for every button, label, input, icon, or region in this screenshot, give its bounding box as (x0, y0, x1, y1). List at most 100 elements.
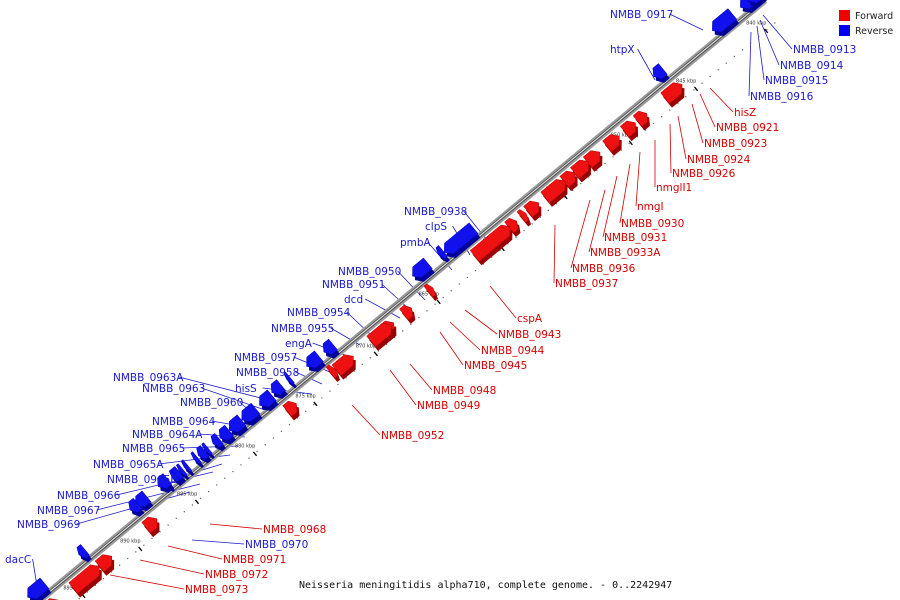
gene-label[interactable]: NMBB_0921 (716, 122, 779, 134)
gene-label[interactable]: NMBB_0964A (132, 429, 203, 441)
gene-label[interactable]: NMBB_0914 (780, 60, 844, 72)
gene-label[interactable]: NMBB_0969 (17, 519, 80, 531)
gene-clpS[interactable] (435, 245, 450, 263)
gene-hisZ[interactable] (632, 110, 650, 131)
gene-label[interactable]: NMBB_0971 (223, 554, 286, 566)
gene-label[interactable]: NMBB_0973 (185, 584, 248, 596)
gene-label[interactable]: NMBB_0964 (152, 416, 216, 428)
gene-label[interactable]: NMBB_0938 (404, 206, 467, 218)
gene-label[interactable]: NMBB_0923 (704, 138, 767, 150)
gene-label[interactable]: NMBB_0951 (322, 279, 385, 291)
gene-label[interactable]: NMBB_0948 (433, 385, 496, 397)
gene-label[interactable]: NMBB_0937 (555, 278, 618, 290)
gene-NMBB_0970[interactable] (76, 544, 92, 563)
gene-NMBB_0964A[interactable] (175, 463, 190, 480)
gene-label[interactable]: NMBB_0943 (498, 329, 561, 341)
gene-NMBB_0923[interactable] (619, 120, 639, 142)
gene-NMBB_0955[interactable] (259, 389, 279, 411)
gene-label[interactable]: NMBB_0965A (93, 459, 164, 471)
gene-NMBB_0930[interactable] (540, 179, 568, 207)
gene-label[interactable]: NMBB_0944 (481, 345, 545, 357)
gene-NMBB_0938[interactable] (444, 222, 481, 258)
gene-NMBB_0943[interactable] (399, 304, 416, 324)
gene-label[interactable]: NMBB_0957 (234, 352, 297, 364)
gene-label[interactable]: dcd (344, 294, 363, 306)
gene-label[interactable]: NMBB_0958 (236, 367, 299, 379)
gene-NMBB_0950[interactable] (322, 338, 340, 359)
gene-label[interactable]: NMBB_0945 (464, 360, 527, 372)
gene-label[interactable]: NMBB_0955 (271, 323, 334, 335)
gene-nmglI1[interactable] (569, 159, 592, 183)
gene-label[interactable]: NMBB_0963A (113, 372, 184, 384)
gene-label[interactable]: NMBB_0967 (37, 505, 100, 517)
gene-label[interactable]: pmbA (400, 237, 432, 249)
gene-label[interactable]: NMBB_0972 (205, 569, 268, 581)
gene-NMBB_0972[interactable] (68, 564, 102, 598)
gene-NMBB_0931[interactable] (523, 200, 542, 222)
gene-NMBB_0963A[interactable] (201, 442, 215, 459)
gene-label[interactable]: NMBB_0966 (57, 490, 121, 502)
gene-label[interactable]: dacC (5, 554, 31, 566)
gene-label[interactable]: NMBB_0965B (107, 474, 178, 486)
gene-label[interactable]: htpX (610, 44, 635, 56)
gene-label[interactable]: NMBB_0949 (417, 400, 480, 412)
gene-label[interactable]: NMBB_0916 (750, 91, 814, 103)
gene-label[interactable]: engA (285, 338, 313, 350)
gene-NMBB_0921[interactable] (660, 82, 685, 108)
gene-label[interactable]: NMBB_0965 (122, 443, 185, 455)
gene-hisS[interactable] (210, 433, 227, 452)
gene-label[interactable]: NMBB_0960 (180, 397, 243, 409)
gene-NMBB_0968[interactable] (141, 516, 160, 538)
gene-dcd[interactable] (283, 371, 297, 389)
gene-NMBB_0936[interactable] (504, 217, 521, 237)
gene-NMBB_0933A[interactable] (516, 209, 532, 227)
gene-NMBB_0917[interactable] (712, 8, 740, 37)
gene-NMBB_0914[interactable] (747, 0, 767, 7)
gene-label[interactable]: NMBB_0931 (604, 232, 667, 244)
gene-pmbA[interactable] (412, 257, 435, 282)
gene-label[interactable]: NMBB_0970 (245, 539, 308, 551)
gene-label[interactable]: NMBB_0936 (572, 263, 636, 275)
gene-label[interactable]: cspA (517, 313, 543, 325)
gene-NMBB_0954[interactable] (270, 379, 288, 399)
gene-label[interactable]: NMBB_0933A (590, 247, 661, 259)
gene-NMBB_0971[interactable] (94, 554, 115, 576)
gene-label[interactable]: hisZ (734, 107, 756, 119)
gene-NMBB_0964[interactable] (180, 459, 195, 476)
gene-label[interactable]: NMBB_0926 (672, 168, 736, 180)
gene-label[interactable]: nmgI (637, 201, 664, 213)
gene-NMBB_0963[interactable] (196, 445, 212, 464)
gene-label[interactable]: NMBB_0952 (381, 430, 444, 442)
gene-NMBB_0967[interactable] (135, 490, 154, 512)
gene-NMBB_0951[interactable] (306, 350, 326, 372)
gene-NMBB_0966[interactable] (157, 473, 175, 493)
gene-label[interactable]: hisS (235, 383, 257, 395)
gene-NMBB_0958[interactable] (218, 424, 237, 445)
gene-NMBB_0965A[interactable] (168, 469, 183, 486)
gene-nmgI[interactable] (559, 170, 578, 192)
gene-NMBB_0937[interactable] (469, 224, 513, 266)
gene-NMBB_0949[interactable] (331, 354, 356, 380)
gene-htpX[interactable] (652, 63, 670, 83)
gene-label[interactable]: NMBB_0963 (142, 383, 205, 395)
gene-label[interactable]: NMBB_0924 (687, 154, 751, 166)
gene-NMBB_0948[interactable] (325, 364, 341, 383)
gene-NMBB_0957[interactable] (228, 414, 249, 436)
gene-NMBB_0969[interactable] (128, 497, 145, 517)
gene-engA[interactable] (241, 402, 263, 426)
gene-NMBB_0945[interactable] (366, 323, 394, 351)
gene-label[interactable]: clpS (425, 221, 447, 233)
gene-label[interactable]: NMBB_0915 (765, 75, 828, 87)
gene-label[interactable]: NMBB_0930 (621, 218, 684, 230)
gene-NMBB_0952[interactable] (282, 400, 300, 421)
gene-NMBB_0924[interactable] (602, 134, 622, 156)
gene-NMBB_0960[interactable] (190, 451, 204, 468)
gene-dacC[interactable] (27, 577, 52, 600)
gene-label[interactable]: NMBB_0917 (610, 9, 673, 21)
gene-label[interactable]: nmglI1 (656, 182, 692, 194)
gene-label[interactable]: NMBB_0954 (287, 307, 351, 319)
gene-label[interactable]: NMBB_0950 (338, 266, 401, 278)
gene-label[interactable]: NMBB_0968 (263, 524, 326, 536)
gene-cspA[interactable] (423, 283, 438, 302)
gene-label[interactable]: NMBB_0913 (793, 44, 856, 56)
